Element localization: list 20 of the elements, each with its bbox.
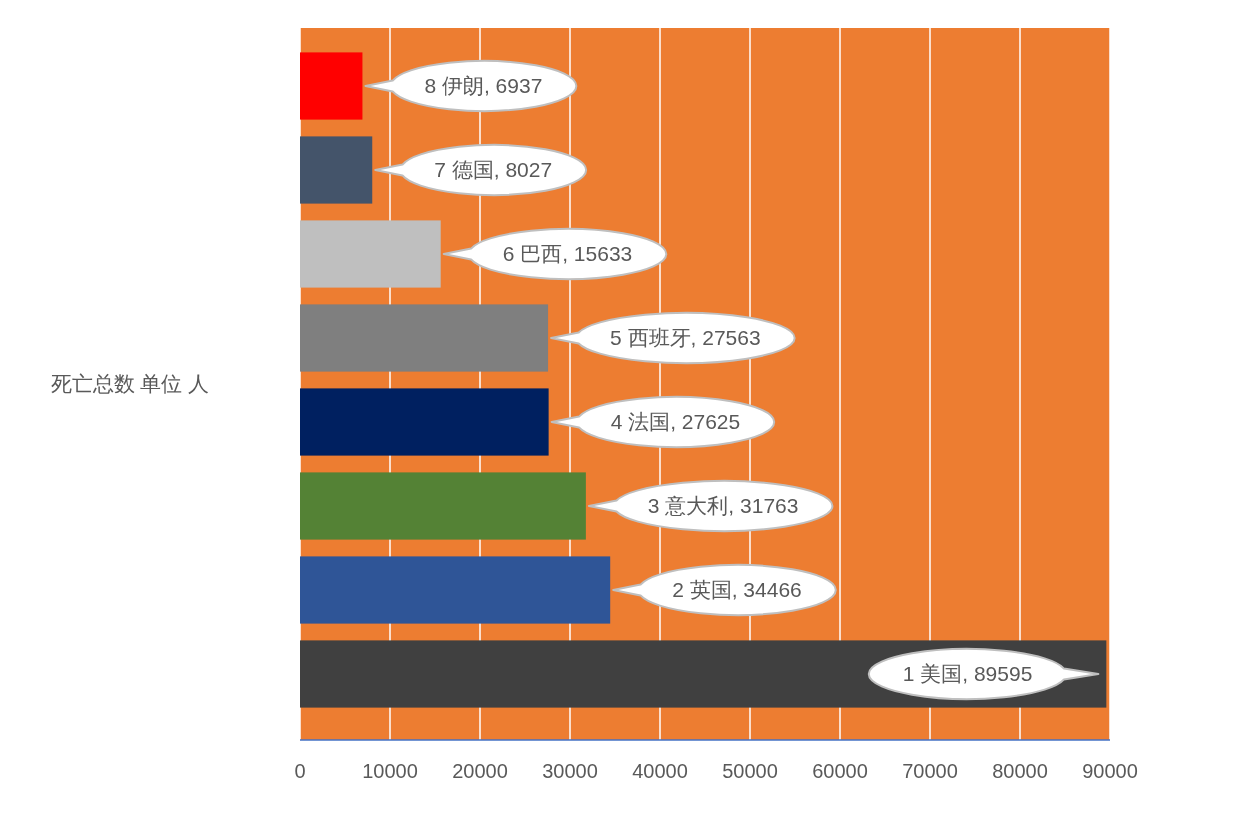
data-label: 6 巴西, 15633 xyxy=(502,242,633,265)
data-label: 5 西班牙, 27563 xyxy=(610,326,761,349)
x-tick-label: 80000 xyxy=(992,760,1048,782)
data-label: 1 美国, 89595 xyxy=(902,662,1033,685)
x-tick-label: 20000 xyxy=(452,760,508,782)
y-axis-title: 死亡总数 单位 人 xyxy=(50,372,210,395)
x-tick-label: 10000 xyxy=(362,760,418,782)
x-tick-label: 50000 xyxy=(722,760,778,782)
x-tick-label: 40000 xyxy=(632,760,688,782)
data-label: 2 英国, 34466 xyxy=(672,578,802,601)
x-tick-label: 60000 xyxy=(812,760,868,782)
x-tick-label: 90000 xyxy=(1082,760,1138,782)
data-label: 7 德国, 8027 xyxy=(434,158,553,181)
bar xyxy=(300,52,363,120)
data-label: 8 伊朗, 6937 xyxy=(424,74,543,97)
x-tick-label: 70000 xyxy=(902,760,958,782)
data-label: 4 法国, 27625 xyxy=(610,410,741,433)
x-tick-label: 0 xyxy=(294,760,306,782)
data-label: 3 意大利, 31763 xyxy=(647,494,799,517)
x-tick-label: 30000 xyxy=(542,760,598,782)
